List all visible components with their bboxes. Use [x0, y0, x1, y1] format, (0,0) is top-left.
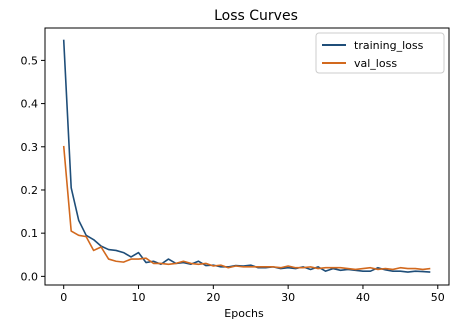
plot-area — [44, 27, 450, 286]
x-tick-label: 30 — [281, 291, 295, 304]
y-tick-label: 0.5 — [21, 54, 39, 67]
x-tick-label: 40 — [356, 291, 370, 304]
x-tick-label: 20 — [206, 291, 220, 304]
legend-box — [315, 32, 445, 74]
x-tick-label: 0 — [60, 291, 67, 304]
chart-title: Loss Curves — [214, 8, 298, 24]
y-axis: 0.0 0.1 0.2 0.3 0.4 0.5 — [21, 54, 45, 283]
x-tick-label: 50 — [431, 291, 445, 304]
series-line-val-loss — [62, 145, 431, 271]
y-tick-label: 0.3 — [21, 141, 39, 154]
y-tick-label: 0.0 — [21, 270, 39, 283]
legend-label: training_loss — [354, 39, 424, 52]
x-axis-label: Epochs — [224, 307, 264, 320]
plot-frame — [44, 27, 450, 286]
y-tick-label: 0.4 — [21, 98, 39, 111]
x-tick-label: 10 — [132, 291, 146, 304]
series-line-training-loss — [62, 39, 431, 273]
y-tick-label: 0.1 — [21, 227, 39, 240]
legend-label: val_loss — [354, 57, 397, 70]
legend: training_loss val_loss — [315, 32, 445, 74]
series-layer — [62, 39, 431, 273]
y-tick-label: 0.2 — [21, 184, 39, 197]
x-axis: 0 10 20 30 40 50 — [60, 285, 445, 304]
